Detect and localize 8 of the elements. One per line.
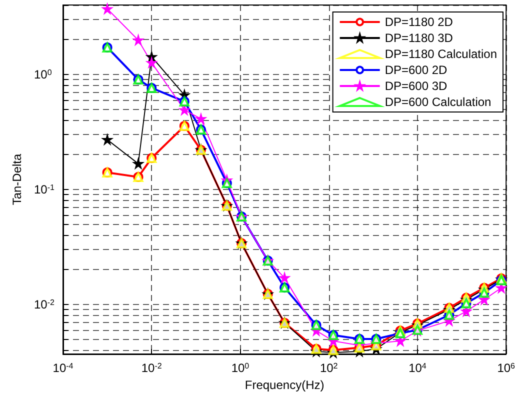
y-axis-title: Tan-Delta [10,153,24,206]
x-axis-title: Frequency(Hz) [244,378,324,392]
legend-label: DP=600 2D [384,63,448,77]
legend-label: DP=1180 2D [384,15,454,29]
legend-label: DP=1180 3D [384,31,454,45]
legend-label: DP=600 Calculation [384,95,492,109]
legend-label: DP=1180 Calculation [384,47,498,61]
legend-label: DP=600 3D [384,79,448,93]
